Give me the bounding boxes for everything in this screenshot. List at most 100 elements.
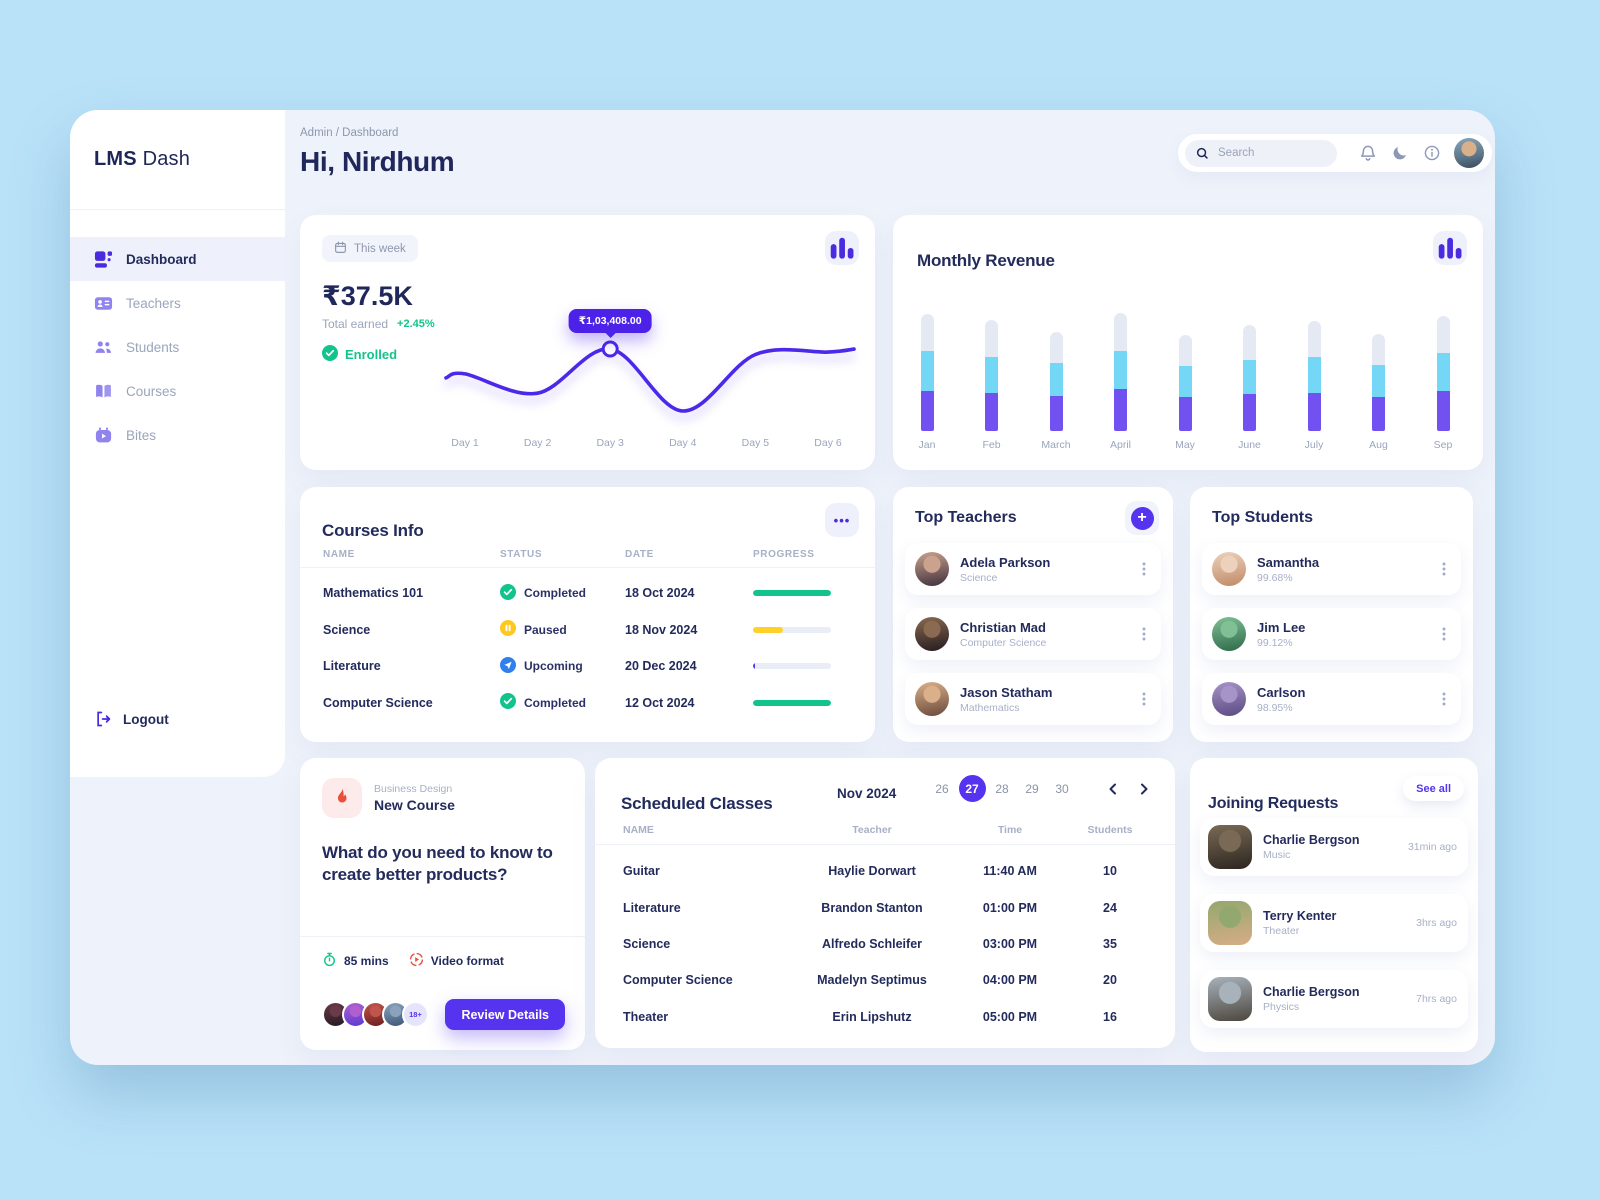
class-row: Guitar Haylie Dorwart 11:40 AM 10: [623, 853, 1151, 889]
courses-table-body: Mathematics 101 Completed 18 Oct 2024 Scien…: [323, 575, 853, 721]
x-axis-label: Day 1: [451, 437, 479, 449]
student-row[interactable]: Samantha 99.68%: [1202, 543, 1461, 595]
column-header: NAME: [323, 549, 355, 560]
user-avatar[interactable]: [1454, 138, 1484, 168]
students-count: 16: [1103, 1009, 1117, 1024]
progress-fill: [753, 699, 831, 706]
column-header: NAME: [623, 824, 654, 836]
logout-button[interactable]: Logout: [94, 710, 169, 728]
check-circle-icon: [322, 345, 338, 364]
avatar: [1212, 682, 1246, 716]
x-axis-label: Day 3: [596, 437, 624, 449]
earnings-card: This week ₹37.5K Total earned +2.45% Enr…: [300, 215, 875, 470]
chart-marker: [601, 340, 619, 358]
request-info: Charlie Bergson Music: [1263, 833, 1408, 861]
divider: [300, 567, 875, 568]
see-all-button[interactable]: See all: [1403, 776, 1464, 801]
add-teacher-button[interactable]: +: [1125, 501, 1159, 535]
student-row[interactable]: Carlson 98.95%: [1202, 673, 1461, 725]
course-name: Computer Science: [323, 695, 433, 710]
bar-segment-purple: [1049, 396, 1063, 431]
class-name: Guitar: [623, 864, 660, 879]
period-selector[interactable]: This week: [322, 235, 418, 262]
joining-request-row[interactable]: Charlie Bergson Music 31min ago: [1200, 818, 1468, 876]
person-info: Jim Lee 99.12%: [1257, 620, 1437, 649]
info-icon[interactable]: [1423, 144, 1441, 162]
bar-stack: [1049, 332, 1063, 431]
person-name: Carlson: [1257, 684, 1306, 700]
status-label: Completed: [524, 586, 587, 601]
calendar-day-27[interactable]: 27: [958, 775, 986, 802]
classes-table-header: NAME Teacher Time Students: [623, 824, 1151, 836]
calendar-day-30[interactable]: 30: [1055, 781, 1069, 796]
kebab-menu-icon[interactable]: [1437, 692, 1451, 706]
column-header: PROGRESS: [753, 549, 815, 560]
sidebar-item-dashboard[interactable]: Dashboard: [70, 237, 285, 281]
review-details-button[interactable]: Review Details: [445, 999, 565, 1030]
avatar: [1208, 825, 1252, 869]
calendar-day-28[interactable]: 28: [995, 781, 1009, 796]
dashboard-window: LMS Dash Dashboard Teachers Students Course…: [70, 110, 1495, 1065]
chevron-left-icon[interactable]: [1105, 781, 1121, 797]
course-name: Literature: [323, 659, 381, 674]
joining-request-row[interactable]: Charlie Bergson Physics 7hrs ago: [1200, 970, 1468, 1028]
teacher-row[interactable]: Adela Parkson Science: [905, 543, 1161, 595]
sidebar-item-courses[interactable]: Courses: [70, 369, 285, 413]
x-axis-label: Feb: [982, 439, 1001, 451]
sidebar-item-teachers[interactable]: Teachers: [70, 281, 285, 325]
chart-view-button[interactable]: [1433, 231, 1467, 265]
calendar-day-26[interactable]: 26: [935, 781, 949, 796]
class-name: Science: [623, 936, 671, 951]
column-header: Teacher: [852, 824, 892, 836]
teacher-row[interactable]: Jason Statham Mathematics: [905, 673, 1161, 725]
courses-icon: [94, 382, 113, 401]
notifications-bell-icon[interactable]: [1359, 144, 1377, 162]
logout-icon: [94, 710, 112, 728]
teacher-name: Haylie Dorwart: [828, 864, 916, 879]
calendar-day-29[interactable]: 29: [1025, 781, 1039, 796]
bar-segment-cyan: [1114, 351, 1127, 389]
kebab-menu-icon[interactable]: [1137, 692, 1151, 706]
bar-stack: [1114, 313, 1127, 431]
kebab-menu-icon[interactable]: [1137, 562, 1151, 576]
sidebar-item-students[interactable]: Students: [70, 325, 285, 369]
attendees-avatar-stack: 18+: [322, 1001, 429, 1028]
class-row: Theater Erin Lipshutz 05:00 PM 16: [623, 999, 1151, 1035]
avatar: [1208, 977, 1252, 1021]
x-axis-label: Day 2: [523, 437, 552, 449]
sidebar-item-bites[interactable]: Bites: [70, 413, 285, 457]
teacher-row[interactable]: Christian Mad Computer Science: [905, 608, 1161, 660]
bar-stack: [985, 320, 998, 431]
joining-title: Joining Requests: [1208, 795, 1339, 813]
ellipsis-menu-button[interactable]: •••: [825, 503, 859, 537]
bar-segment-cyan: [1178, 366, 1192, 397]
request-time: 3hrs ago: [1416, 917, 1457, 929]
chevron-right-icon[interactable]: [1136, 781, 1152, 797]
avatar: [1208, 901, 1252, 945]
progress-bar: [753, 590, 831, 597]
x-axis-label: May: [1175, 439, 1195, 451]
monthly-revenue-card: Monthly Revenue Jan Feb March April May June J…: [893, 215, 1483, 470]
status-label: Upcoming: [524, 659, 583, 674]
student-row[interactable]: Jim Lee 99.12%: [1202, 608, 1461, 660]
course-status: Upcoming: [500, 656, 625, 676]
class-row: Science Alfredo Schleifer 03:00 PM 35: [623, 926, 1151, 962]
bar-segment-cyan: [1436, 353, 1450, 391]
kebab-menu-icon[interactable]: [1437, 562, 1451, 576]
dark-mode-moon-icon[interactable]: [1391, 144, 1409, 162]
joining-request-row[interactable]: Terry Kenter Theater 3hrs ago: [1200, 894, 1468, 952]
progress-fill: [753, 626, 783, 633]
page-title: Hi, Nirdhum: [300, 146, 455, 177]
kebab-menu-icon[interactable]: [1437, 627, 1451, 641]
bar-segment-purple: [1436, 391, 1450, 431]
kebab-menu-icon[interactable]: [1137, 627, 1151, 641]
sidebar: LMS Dash Dashboard Teachers Students Course…: [70, 110, 285, 777]
request-subject: Physics: [1263, 1001, 1300, 1013]
teachers-list: Adela Parkson Science Christian Mad Compute…: [905, 543, 1161, 738]
dashboard-icon: [94, 250, 113, 269]
column-header: Time: [997, 824, 1023, 836]
chart-view-button[interactable]: [825, 231, 859, 265]
person-name: Jason Statham: [960, 684, 1053, 700]
search-input[interactable]: [1216, 146, 1320, 160]
search-box[interactable]: [1185, 139, 1337, 167]
